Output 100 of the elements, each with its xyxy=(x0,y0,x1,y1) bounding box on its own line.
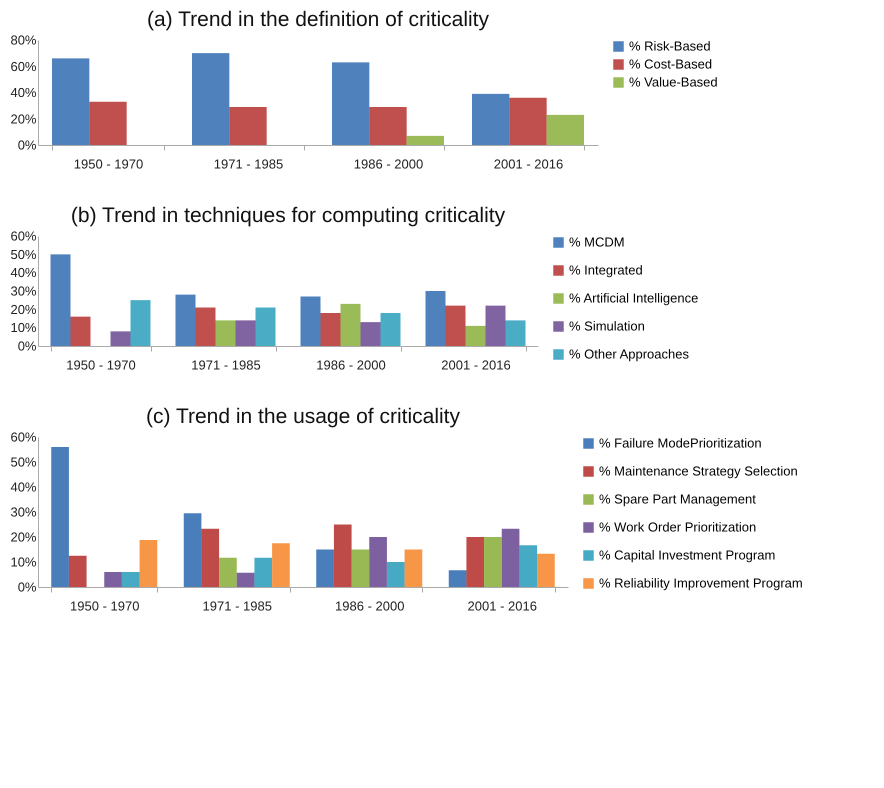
bar xyxy=(229,106,267,145)
bar xyxy=(486,306,506,346)
y-tick-label: 60% xyxy=(10,430,37,444)
x-tick-label: 2001 - 2016 xyxy=(441,358,511,372)
bar xyxy=(89,102,127,145)
bar xyxy=(219,558,237,587)
bar xyxy=(466,326,486,346)
bar xyxy=(406,136,444,145)
bar xyxy=(192,53,230,145)
y-tick-label: 60% xyxy=(10,58,37,74)
legend-label: % Value-Based xyxy=(629,74,718,90)
legend-label: % Cost-Based xyxy=(629,56,712,72)
bar xyxy=(360,322,380,346)
legend-label: % Simulation xyxy=(569,318,645,334)
bar xyxy=(426,291,446,346)
legend-label: % Risk-Based xyxy=(629,38,711,54)
bar xyxy=(484,537,502,587)
bar xyxy=(332,62,370,145)
bar xyxy=(300,296,320,346)
y-tick-label: 40% xyxy=(10,265,37,280)
x-tick-label: 1950 - 1970 xyxy=(70,598,140,614)
bar xyxy=(502,528,520,587)
y-tick-label: 60% xyxy=(10,228,37,244)
y-tick-label: 80% xyxy=(10,32,37,48)
legend-label: % Failure ModePrioritization xyxy=(599,436,762,450)
x-tick-label: 1986 - 2000 xyxy=(354,156,424,172)
y-tick-label: 10% xyxy=(10,554,37,570)
x-tick-label: 1986 - 2000 xyxy=(316,358,386,372)
bar xyxy=(320,313,340,346)
chart-title: (b) Trend in techniques for computing criticality xyxy=(70,204,506,227)
x-tick-label: 1986 - 2000 xyxy=(335,598,404,614)
bar xyxy=(386,562,405,587)
y-tick-label: 0% xyxy=(18,338,37,354)
bar xyxy=(448,570,466,587)
bar xyxy=(334,524,352,587)
bar xyxy=(519,545,538,587)
bar xyxy=(122,572,140,587)
bar xyxy=(340,304,360,346)
y-tick-label: 0% xyxy=(18,138,37,152)
bar xyxy=(130,300,150,346)
legend-label: % MCDM xyxy=(569,234,625,250)
y-tick-label: 0% xyxy=(18,580,37,594)
legend-label: % Other Approaches xyxy=(569,346,690,362)
bar xyxy=(380,313,400,346)
bar xyxy=(104,572,122,587)
legend-label: % Maintenance Strategy Selection xyxy=(599,464,798,478)
legend-label: % Spare Part Management xyxy=(599,492,756,506)
bar xyxy=(176,294,196,346)
y-tick-label: 30% xyxy=(10,284,37,298)
legend-label: % Work Order Prioritization xyxy=(599,520,756,534)
chart-title: (c) Trend in the usage of criticality xyxy=(146,405,460,428)
y-tick-label: 10% xyxy=(10,320,37,336)
bar xyxy=(236,320,256,346)
x-tick-label: 1971 - 1985 xyxy=(191,358,261,372)
legend-label: % Artificial Intelligence xyxy=(569,290,698,306)
bar xyxy=(256,308,276,346)
x-tick-label: 1950 - 1970 xyxy=(74,156,144,172)
bar xyxy=(316,550,334,587)
bar xyxy=(68,556,87,587)
y-tick-label: 20% xyxy=(10,530,37,544)
legend-label: % Reliability Improvement Program xyxy=(599,576,803,590)
bar xyxy=(254,558,272,587)
bar xyxy=(272,543,290,587)
bar xyxy=(51,447,69,587)
legend-label: % Integrated xyxy=(569,262,643,278)
x-tick-label: 1971 - 1985 xyxy=(214,156,284,172)
bar xyxy=(466,537,484,587)
bar xyxy=(196,308,216,346)
bar xyxy=(369,106,407,145)
y-tick-label: 20% xyxy=(10,302,37,317)
y-tick-label: 20% xyxy=(10,111,37,126)
bar xyxy=(506,320,526,346)
bar xyxy=(404,550,422,587)
legend-label: % Capital Investment Program xyxy=(599,548,776,562)
x-tick-label: 2001 - 2016 xyxy=(468,598,537,614)
x-tick-label: 1950 - 1970 xyxy=(66,358,136,372)
bar xyxy=(369,537,387,587)
bar xyxy=(140,540,158,587)
bar xyxy=(352,550,370,587)
bar xyxy=(472,94,510,145)
y-tick-label: 40% xyxy=(10,480,37,494)
bar xyxy=(546,114,584,145)
bar xyxy=(446,306,466,346)
bar xyxy=(70,316,90,346)
x-tick-label: 1971 - 1985 xyxy=(202,598,272,614)
bar xyxy=(537,554,555,587)
bar xyxy=(52,58,90,145)
bar xyxy=(110,331,130,346)
y-tick-label: 40% xyxy=(10,85,37,100)
bar xyxy=(509,98,547,145)
chart-title: (a) Trend in the definition of criticality xyxy=(147,8,490,31)
bar xyxy=(216,320,236,346)
x-tick-label: 2001 - 2016 xyxy=(494,156,564,172)
bar xyxy=(201,528,220,587)
y-tick-label: 50% xyxy=(10,454,37,470)
bar xyxy=(50,254,70,346)
y-tick-label: 30% xyxy=(10,504,37,520)
bar xyxy=(184,513,202,587)
y-tick-label: 50% xyxy=(10,246,37,262)
bar xyxy=(236,572,254,587)
